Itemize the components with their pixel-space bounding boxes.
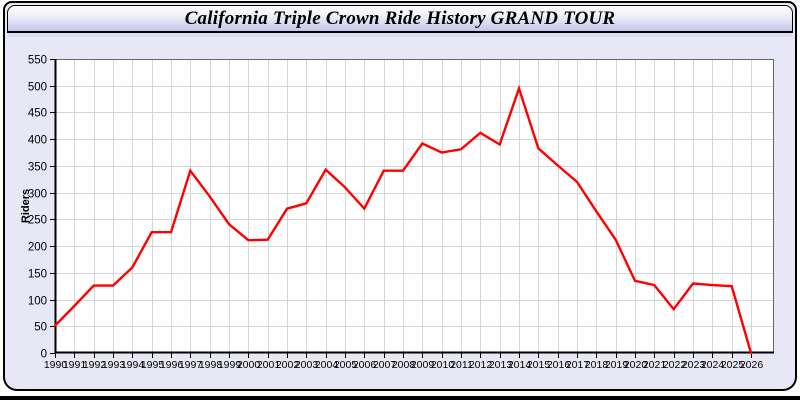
window-frame: California Triple Crown Ride History GRA… <box>3 1 797 391</box>
titlebar-highlight <box>8 33 792 37</box>
chart-title: California Triple Crown Ride History GRA… <box>184 7 616 29</box>
bottom-edge <box>0 396 800 400</box>
title-bar: California Triple Crown Ride History GRA… <box>7 5 793 33</box>
